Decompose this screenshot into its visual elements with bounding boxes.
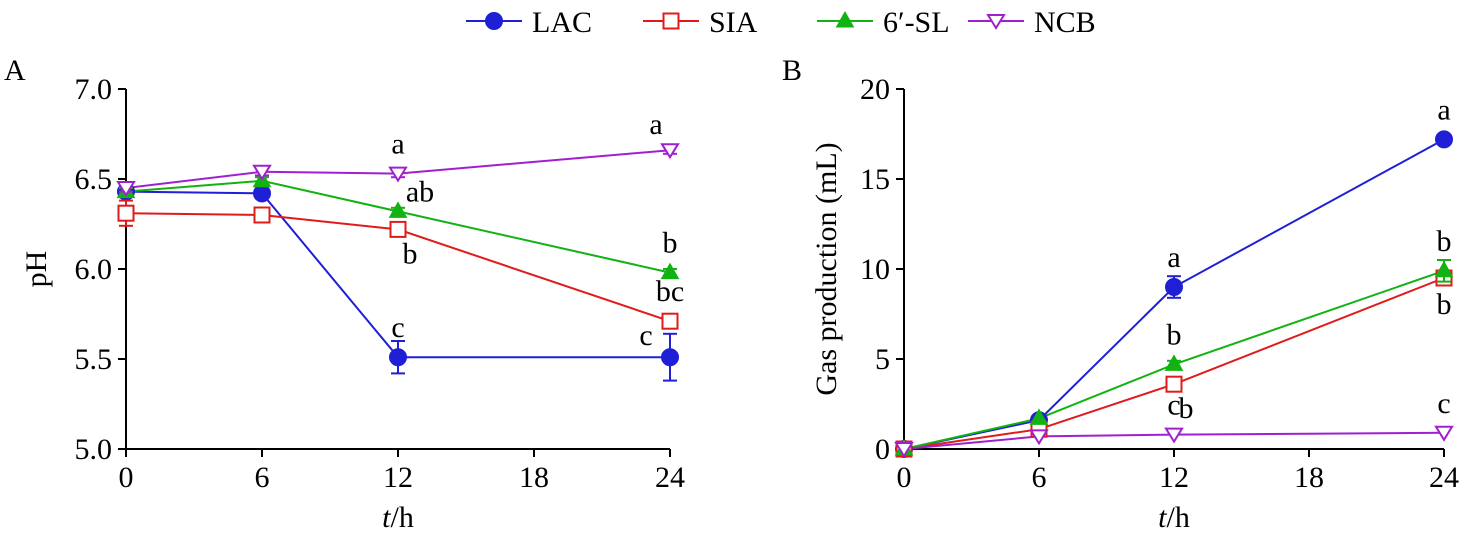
x-tick-label: 0 [119, 461, 134, 494]
y-axis-title: pH [20, 251, 53, 288]
significance-label: b [1437, 225, 1452, 258]
significance-label: b [1437, 288, 1452, 321]
legend-marker-ncb [986, 14, 1006, 30]
panel-label: A [4, 54, 26, 87]
y-tick-label: 6.5 [75, 163, 113, 196]
legend-item-ncb: NCB [968, 6, 1096, 39]
data-point-ncb [894, 442, 914, 458]
legend-label-lac: LAC [532, 6, 592, 39]
x-tick-label: 24 [655, 461, 685, 494]
data-point-6-sl [1434, 260, 1454, 278]
data-point-ncb [1029, 429, 1049, 446]
data-point-lac [661, 348, 679, 367]
data-point-lac [1435, 130, 1453, 149]
y-tick-label: 6.0 [75, 253, 113, 286]
data-point-ncb [1164, 427, 1184, 444]
data-point-6-sl [1164, 354, 1184, 371]
x-tick-label: 18 [519, 461, 549, 494]
significance-label: b [1167, 318, 1182, 351]
series-line-sia [125, 212, 671, 323]
legend-item-lac: LAC [466, 6, 592, 39]
significance-label: b [663, 227, 678, 260]
data-point-sia [117, 204, 135, 222]
data-point-6-sl [388, 201, 408, 218]
x-tick-label: 18 [1294, 461, 1324, 494]
legend-label-sia: SIA [709, 6, 758, 39]
data-point-ncb [116, 181, 136, 197]
data-point-lac [1165, 278, 1183, 296]
series-line-6-sl [125, 179, 671, 274]
legend-marker-lac [485, 12, 503, 30]
legend-label-ncb: NCB [1034, 6, 1096, 39]
y-tick-label: 10 [860, 253, 890, 286]
y-tick-label: 0 [875, 433, 890, 466]
significance-label: a [649, 108, 662, 141]
y-tick-label: 5.5 [75, 343, 113, 376]
data-point-sia [661, 312, 679, 330]
significance-label: a [391, 128, 404, 161]
data-point-6-sl [1029, 408, 1049, 425]
x-tick-label: 12 [383, 461, 413, 494]
significance-label: b [1179, 392, 1194, 425]
y-tick-label: 5 [875, 343, 890, 376]
data-point-ncb [388, 166, 408, 183]
legend: LAC SIA 6′-SL NCB [466, 6, 1096, 39]
significance-label: bc [656, 275, 684, 308]
legend-marker-sia [662, 12, 680, 30]
data-point-sia [389, 220, 407, 238]
x-tick-label: 24 [1429, 461, 1459, 494]
data-point-ncb [252, 164, 272, 181]
data-point-sia [253, 206, 271, 224]
panel-label: B [782, 54, 802, 87]
significance-label: b [403, 237, 418, 270]
legend-marker-6-sl [835, 10, 855, 28]
x-tick-label: 12 [1159, 461, 1189, 494]
significance-label: a [1437, 93, 1450, 126]
x-tick-label: 0 [897, 461, 912, 494]
data-point-ncb [660, 143, 680, 160]
y-tick-label: 5.0 [75, 433, 113, 466]
series-line-lac [125, 190, 670, 359]
series-line-6-sl [903, 269, 1445, 450]
series-line-sia [903, 277, 1445, 450]
series-line-ncb [125, 149, 671, 189]
data-point-6-sl [660, 262, 680, 280]
y-axis-title: Gas production (mL) [810, 142, 843, 395]
legend-item-sia: SIA [643, 6, 758, 39]
significance-label: c [391, 311, 404, 344]
legend-label-6-sl: 6′-SL [883, 6, 950, 39]
x-tick-label: 6 [1032, 461, 1047, 494]
significance-label: c [639, 319, 652, 352]
significance-label: c [1167, 389, 1180, 422]
x-tick-label: 6 [255, 461, 270, 494]
y-tick-label: 7.0 [75, 73, 113, 106]
panel-b: B 0 5 10 15 20 0 6 12 18 24 t/h Gas production (mL) a… [782, 54, 1459, 534]
data-point-lac [253, 184, 271, 203]
x-axis-title: t/h [1158, 501, 1190, 534]
significance-label: a [1167, 241, 1180, 274]
legend-item-6-sl: 6′-SL [817, 6, 950, 39]
data-point-ncb [1434, 425, 1454, 442]
data-point-lac [389, 348, 407, 367]
y-tick-label: 20 [860, 73, 890, 106]
x-axis-title: t/h [382, 501, 414, 534]
significance-label: c [1437, 387, 1450, 420]
significance-label: ab [406, 175, 434, 208]
y-tick-label: 15 [860, 163, 890, 196]
data-point-sia [1165, 375, 1183, 393]
series-line-ncb [903, 431, 1445, 450]
